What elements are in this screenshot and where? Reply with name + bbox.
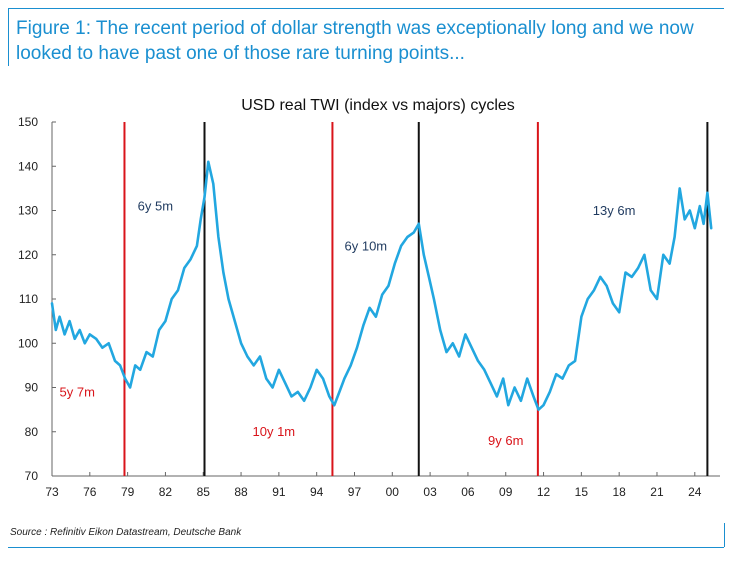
y-tick-label: 140 (18, 159, 38, 173)
x-tick-label: 88 (234, 485, 248, 499)
x-tick-label: 85 (197, 485, 211, 499)
x-tick-label: 24 (688, 485, 702, 499)
x-tick-label: 18 (612, 485, 626, 499)
trough-duration-label: 5y 7m (60, 384, 95, 399)
x-tick-label: 94 (310, 485, 324, 499)
y-tick-label: 110 (19, 292, 38, 306)
cycle-annotations: 5y 7m 6y 5m 10y 1m 6y 10m 9y 6m 13y 6m (60, 199, 636, 449)
x-tick-label: 76 (83, 485, 97, 499)
peak-duration-label: 13y 6m (593, 203, 636, 218)
source-note: Source : Refinitiv Eikon Datastream, Deu… (10, 527, 242, 538)
trough-duration-label: 10y 1m (253, 424, 296, 439)
series-layer (50, 160, 713, 411)
x-tick-label: 91 (272, 485, 286, 499)
y-tick-label: 80 (25, 425, 39, 439)
y-tick-label: 90 (25, 381, 39, 395)
peak-duration-label: 6y 10m (345, 238, 388, 253)
chart-title: USD real TWI (index vs majors) cycles (241, 97, 515, 114)
twi-series-line (50, 160, 713, 411)
x-tick-label: 79 (121, 485, 135, 499)
x-tick-label: 97 (348, 485, 362, 499)
y-tick-label: 100 (18, 336, 38, 350)
frame-bottom-border (8, 547, 724, 548)
cycle-markers (123, 122, 709, 476)
x-tick-label: 12 (537, 485, 551, 499)
frame-left-border (8, 8, 9, 66)
x-axis: 73 76 79 82 85 88 91 94 97 00 03 06 09 12 15 18 21 24 (45, 472, 720, 499)
y-tick-label: 70 (25, 469, 39, 483)
twi-line-chart: USD real TWI (index vs majors) cycles 70… (18, 97, 720, 499)
y-axis: 70 80 90 100 110 120 130 140 150 (18, 115, 56, 483)
peak-duration-label: 6y 5m (138, 199, 173, 214)
chart-area: USD real TWI (index vs majors) cycles 70… (0, 88, 740, 518)
frame-right-border (724, 523, 725, 547)
x-tick-label: 73 (45, 485, 59, 499)
frame-top-border (8, 8, 724, 9)
y-tick-label: 130 (18, 204, 38, 218)
x-tick-label: 15 (575, 485, 589, 499)
figure-caption: Figure 1: The recent period of dollar st… (16, 18, 694, 64)
x-tick-label: 21 (650, 485, 664, 499)
y-tick-label: 120 (18, 248, 38, 262)
trough-duration-label: 9y 6m (488, 433, 523, 448)
x-tick-label: 09 (499, 485, 513, 499)
x-tick-label: 06 (461, 485, 475, 499)
x-tick-label: 00 (386, 485, 400, 499)
x-tick-label: 82 (159, 485, 173, 499)
x-tick-label: 03 (423, 485, 437, 499)
y-tick-label: 150 (18, 115, 38, 129)
